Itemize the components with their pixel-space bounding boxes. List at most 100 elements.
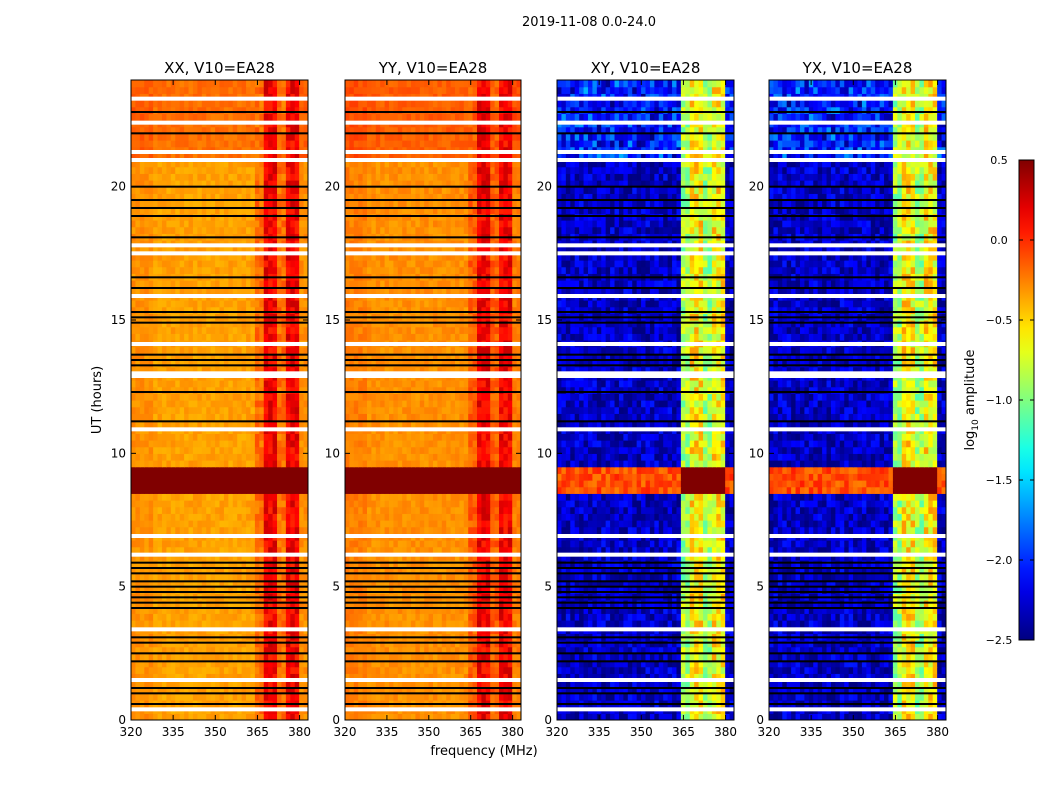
heatmap-cell: [241, 280, 247, 288]
heatmap-cell: [254, 553, 260, 561]
heatmap-cell: [210, 186, 216, 194]
heatmap-cell: [161, 653, 167, 661]
heatmap-cell: [161, 466, 167, 474]
heatmap-cell: [250, 393, 256, 401]
heatmap-cell: [459, 573, 465, 581]
heatmap-cell: [237, 460, 243, 468]
heatmap-cell: [424, 693, 430, 701]
heatmap-cell: [285, 153, 291, 161]
heatmap-cell: [254, 413, 260, 421]
heatmap-cell: [232, 226, 238, 234]
heatmap-cell: [263, 266, 269, 274]
heatmap-cell: [192, 493, 198, 501]
heatmap-cell: [148, 653, 154, 661]
heatmap-cell: [210, 493, 216, 501]
heatmap-cell: [250, 253, 256, 261]
heatmap-cell: [384, 660, 390, 668]
heatmap-cell: [263, 480, 269, 488]
heatmap-cell: [148, 580, 154, 588]
heatmap-cell: [303, 713, 308, 720]
heatmap-cell: [299, 100, 305, 108]
heatmap-cell: [246, 346, 252, 354]
heatmap-cell: [170, 466, 176, 474]
heatmap-cell: [428, 566, 434, 574]
heatmap-cell: [166, 113, 172, 121]
heatmap-cell: [303, 100, 308, 108]
heatmap-cell: [389, 586, 394, 594]
heatmap-cell: [281, 360, 287, 368]
heatmap-cell: [349, 713, 355, 720]
heatmap-cell: [371, 660, 377, 668]
flagged-row-white: [131, 158, 308, 162]
heatmap-cell: [397, 540, 403, 548]
heatmap-cell: [206, 393, 212, 401]
heatmap-cell: [485, 620, 491, 628]
heatmap-cell: [201, 160, 207, 168]
heatmap-cell: [272, 400, 278, 408]
heatmap-cell: [223, 680, 229, 688]
heatmap-cell: [415, 713, 421, 720]
heatmap-cell: [179, 446, 185, 454]
heatmap-cell: [184, 673, 190, 681]
heatmap-cell: [281, 186, 287, 194]
heatmap-cell: [144, 453, 150, 461]
heatmap-cell: [259, 620, 265, 628]
heatmap-cell: [170, 473, 176, 481]
heatmap-cell: [263, 180, 269, 188]
heatmap-cell: [263, 646, 269, 654]
heatmap-cell: [215, 140, 221, 148]
heatmap-cell: [277, 580, 283, 588]
heatmap-cell: [179, 680, 185, 688]
heatmap-cell: [201, 446, 207, 454]
heatmap-cell: [210, 100, 216, 108]
heatmap-cell: [166, 453, 172, 461]
heatmap-cell: [303, 573, 308, 581]
heatmap-cell: [206, 653, 212, 661]
heatmap-cell: [250, 333, 256, 341]
heatmap-cell: [272, 166, 278, 174]
heatmap-cell: [477, 580, 482, 588]
heatmap-cell: [285, 573, 291, 581]
heatmap-cell: [268, 133, 274, 141]
heatmap-cell: [144, 646, 150, 654]
heatmap-cell: [179, 546, 185, 554]
heatmap-cell: [281, 660, 287, 668]
heatmap-cell: [437, 546, 443, 554]
heatmap-cell: [250, 546, 256, 554]
heatmap-cell: [259, 253, 265, 261]
heatmap-cell: [268, 393, 274, 401]
heatmap-cell: [415, 680, 421, 688]
heatmap-cell: [219, 526, 225, 534]
heatmap-cell: [419, 566, 425, 574]
heatmap-cell: [157, 613, 163, 621]
heatmap-cell: [246, 673, 252, 681]
heatmap-cell: [490, 660, 496, 668]
heatmap-cell: [277, 520, 283, 528]
heatmap-cell: [241, 460, 247, 468]
heatmap-cell: [228, 160, 234, 168]
heatmap-cell: [294, 193, 300, 201]
heatmap-cell: [139, 713, 145, 720]
heatmap-cell: [402, 680, 408, 688]
heatmap-cell: [170, 153, 176, 161]
heatmap-cell: [463, 646, 469, 654]
heatmap-cell: [303, 473, 308, 481]
heatmap-cell: [424, 686, 430, 694]
heatmap-cell: [223, 200, 229, 208]
heatmap-cell: [219, 420, 225, 428]
heatmap-cell: [290, 460, 296, 468]
heatmap-cell: [215, 153, 221, 161]
heatmap-cell: [246, 466, 252, 474]
heatmap-cell: [148, 306, 154, 314]
heatmap-cell: [228, 500, 234, 508]
flagged-row-black: [131, 585, 308, 588]
heatmap-cell: [285, 680, 291, 688]
heatmap-cell: [153, 133, 159, 141]
heatmap-cell: [389, 613, 394, 621]
heatmap-cell: [237, 433, 243, 441]
heatmap-cell: [153, 380, 159, 388]
heatmap-cell: [201, 460, 207, 468]
heatmap-cell: [441, 620, 447, 628]
heatmap-cell: [303, 686, 308, 694]
heatmap-cell: [250, 180, 256, 188]
